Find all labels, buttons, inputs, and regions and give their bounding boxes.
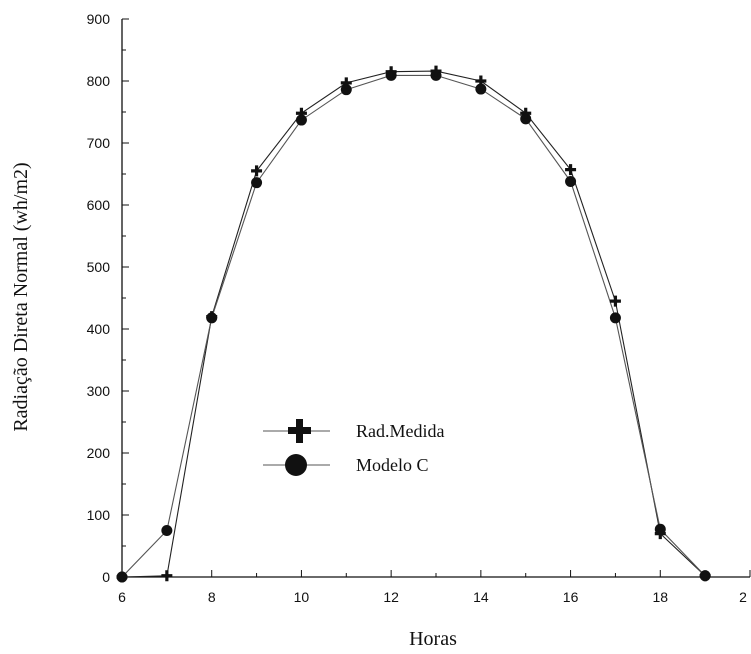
data-point-modelo-c bbox=[340, 84, 352, 96]
y-tick-label: 200 bbox=[87, 445, 111, 461]
x-tick-label: 2 bbox=[739, 589, 747, 605]
y-tick-label: 800 bbox=[87, 73, 111, 89]
series-line-rad-medida bbox=[121, 70, 706, 578]
data-point-modelo-c bbox=[565, 175, 577, 187]
axes bbox=[121, 19, 750, 578]
data-point-rad-medida bbox=[609, 295, 621, 307]
legend-label-modelo-c: Modelo C bbox=[356, 455, 429, 475]
data-point-rad-medida bbox=[340, 77, 352, 89]
data-point-rad-medida bbox=[520, 107, 532, 119]
x-tick-label: 10 bbox=[294, 589, 310, 605]
x-tick-label: 6 bbox=[118, 589, 126, 605]
y-tick-label: 0 bbox=[102, 569, 110, 585]
x-tick-label: 18 bbox=[652, 589, 668, 605]
series-line-modelo-c bbox=[121, 74, 706, 578]
x-ticks: 6 8 10 12 14 16 18 2 bbox=[118, 570, 751, 605]
series-lines bbox=[121, 70, 706, 578]
data-point-rad-medida bbox=[116, 571, 128, 583]
data-point-modelo-c bbox=[520, 113, 532, 125]
data-point-rad-medida bbox=[430, 65, 442, 77]
y-tick-label: 700 bbox=[87, 135, 111, 151]
data-point-modelo-c bbox=[161, 525, 173, 536]
y-tick-label: 300 bbox=[87, 383, 111, 399]
data-point-rad-medida bbox=[206, 311, 218, 323]
legend-plus-marker bbox=[288, 419, 311, 443]
y-ticks: 0 100 200 300 400 500 600 700 800 900 bbox=[87, 11, 129, 585]
y-axis-title: Radiação Direta Normal (wh/m2) bbox=[10, 162, 32, 431]
y-tick-label: 900 bbox=[87, 11, 111, 27]
x-axis-title: Horas bbox=[409, 628, 457, 650]
legend-item-rad-medida: Rad.Medida bbox=[263, 419, 444, 443]
data-point-rad-medida bbox=[699, 570, 711, 582]
data-point-rad-medida bbox=[295, 107, 307, 119]
y-tick-label: 600 bbox=[87, 197, 111, 213]
x-tick-label: 8 bbox=[208, 589, 216, 605]
y-tick-label: 100 bbox=[87, 507, 111, 523]
data-point-rad-medida bbox=[565, 164, 577, 176]
data-point-rad-medida bbox=[161, 570, 173, 582]
data-point-modelo-c bbox=[251, 177, 263, 189]
y-tick-label: 400 bbox=[87, 321, 111, 337]
data-point-rad-medida bbox=[654, 528, 666, 540]
data-point-rad-medida bbox=[251, 165, 263, 177]
legend-circle-marker bbox=[285, 454, 307, 476]
data-point-modelo-c bbox=[295, 114, 307, 126]
x-tick-label: 16 bbox=[563, 589, 579, 605]
x-tick-label: 12 bbox=[383, 589, 399, 605]
series-markers bbox=[116, 65, 711, 583]
legend: Rad.Medida Modelo C bbox=[263, 419, 444, 476]
data-point-modelo-c bbox=[475, 83, 487, 95]
data-point-rad-medida bbox=[385, 66, 397, 78]
data-point-modelo-c bbox=[609, 312, 621, 324]
legend-item-modelo-c: Modelo C bbox=[263, 454, 429, 476]
y-tick-label: 500 bbox=[87, 259, 111, 275]
x-tick-label: 14 bbox=[473, 589, 489, 605]
data-point-rad-medida bbox=[475, 75, 487, 87]
legend-label-rad-medida: Rad.Medida bbox=[356, 421, 444, 441]
